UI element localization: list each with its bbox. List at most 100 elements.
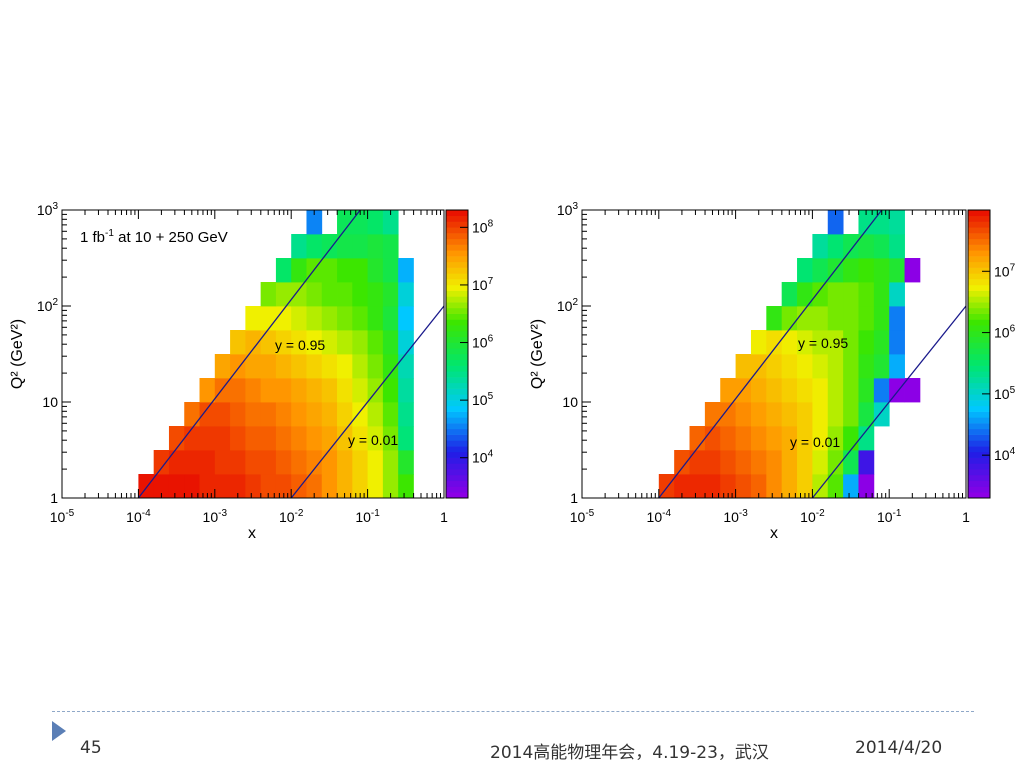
colorbar-segment: [968, 307, 990, 314]
colorbar-segment: [446, 238, 468, 245]
heatmap-cell: [306, 306, 323, 331]
heatmap-cell: [230, 426, 246, 451]
heatmap-cell: [704, 450, 721, 475]
heatmap-cell: [398, 426, 414, 451]
colorbar-segment: [446, 377, 468, 384]
heatmap-cell: [720, 450, 736, 475]
colorbar: 104 105 106 107: [967, 209, 1016, 499]
heatmap-cell: [827, 282, 844, 307]
heatmap-cell: [199, 450, 216, 475]
heatmap-cell: [843, 234, 859, 259]
colorbar-segment: [968, 446, 990, 453]
heatmap-cell: [873, 330, 890, 355]
x-tick-label: 1: [962, 509, 970, 525]
heatmap-cell: [843, 282, 859, 307]
heatmap-cell: [812, 402, 829, 427]
colorbar-segment: [968, 250, 990, 257]
heatmap-cell: [184, 474, 200, 499]
chart-panel-2: y = 0.95 y = 0.01 10-5 10-4 10-3 10-2 10-1 1 1 10…: [529, 201, 1016, 542]
colorbar-segment: [446, 313, 468, 320]
heatmap-cell: [904, 258, 921, 283]
heatmap-cell: [352, 258, 368, 283]
heatmap-cell: [766, 402, 783, 427]
y-axis-ticks: [582, 209, 591, 499]
heatmap-cell: [889, 234, 905, 259]
colorbar-segment: [446, 417, 468, 424]
heatmap-cell: [827, 378, 844, 403]
heatmap-cell: [873, 234, 890, 259]
colorbar-segment: [968, 365, 990, 372]
heatmap-cell: [306, 234, 323, 259]
heatmap-cell: [704, 402, 721, 427]
heatmap-cell: [367, 306, 384, 331]
heatmap-cell: [689, 474, 706, 499]
colorbar-segment: [446, 474, 468, 482]
colorbar-segment: [968, 457, 990, 464]
heatmap-cell: [781, 282, 798, 307]
heatmap-cell: [827, 450, 844, 475]
y-axis-ticks: [62, 209, 71, 499]
colorbar-tick-label: 107: [472, 276, 494, 293]
x-tick-label: 10-2: [279, 508, 304, 525]
heatmap-cell: [735, 450, 752, 475]
heatmap-cell: [781, 426, 798, 451]
heatmap-cell: [337, 378, 353, 403]
colorbar-segment: [968, 359, 990, 366]
heatmap-cell: [245, 402, 262, 427]
heatmap-cell: [291, 378, 307, 403]
heatmap-cell: [827, 306, 844, 331]
plot-frame: [61, 209, 445, 499]
heatmap-cell: [858, 258, 875, 283]
heatmap-cell: [674, 474, 690, 499]
colorbar-segment: [446, 486, 468, 493]
heatmap-cell: [382, 426, 399, 451]
colorbar-segment: [446, 210, 468, 217]
x-tick-label: 10-4: [647, 508, 672, 525]
heatmap-cell: [275, 402, 292, 427]
colorbar-segment: [446, 440, 468, 447]
colorbar-segment: [446, 227, 468, 234]
heatmap-cell: [199, 378, 216, 403]
heatmap-cell: [275, 450, 292, 475]
heatmap-cell: [321, 426, 338, 451]
heatmap-cell: [858, 450, 875, 475]
heatmap-cell: [337, 450, 353, 475]
colorbar-tick-label: 107: [994, 262, 1016, 279]
heatmap-cell: [321, 258, 338, 283]
heatmap-cell: [720, 402, 736, 427]
y-line-1: [658, 209, 883, 499]
heatmap-cell: [766, 450, 783, 475]
colorbar-segment: [968, 342, 990, 349]
heatmap-cell: [275, 426, 292, 451]
heatmap-cell: [720, 426, 736, 451]
heatmap-cell: [352, 450, 368, 475]
heatmap-cell: [843, 258, 859, 283]
colorbar-segment: [446, 469, 468, 476]
x-tick-label: 10-5: [570, 508, 595, 525]
x-axis-ticks: [581, 210, 967, 498]
heatmap-cell: [352, 474, 368, 499]
heatmap-cell: [781, 450, 798, 475]
heatmap-cell: [321, 282, 338, 307]
colorbar-tick-label: 104: [472, 449, 494, 466]
colorbar-tick-label: 106: [994, 324, 1016, 341]
colorbar-segment: [446, 365, 468, 372]
colorbar-segment: [968, 480, 990, 487]
heatmap-cell: [781, 354, 798, 379]
heatmap-cell: [766, 378, 783, 403]
heatmap-cell: [720, 474, 736, 499]
x-tick-label: 10-4: [126, 508, 151, 525]
heatmap-cell: [858, 282, 875, 307]
heatmap-cell: [766, 474, 783, 499]
y-tick-label: 10: [42, 394, 58, 410]
heatmap-cell: [398, 258, 414, 283]
heatmap-cell: [812, 258, 829, 283]
heatmap-cell: [858, 210, 875, 235]
heatmap-cell: [291, 402, 307, 427]
heatmap-cell: [260, 450, 277, 475]
y-tick-label: 103: [557, 201, 579, 218]
heatmap-cell: [352, 282, 368, 307]
heatmap-cell: [781, 330, 798, 355]
heatmap-cell: [889, 354, 905, 379]
heatmap-cell: [797, 354, 813, 379]
